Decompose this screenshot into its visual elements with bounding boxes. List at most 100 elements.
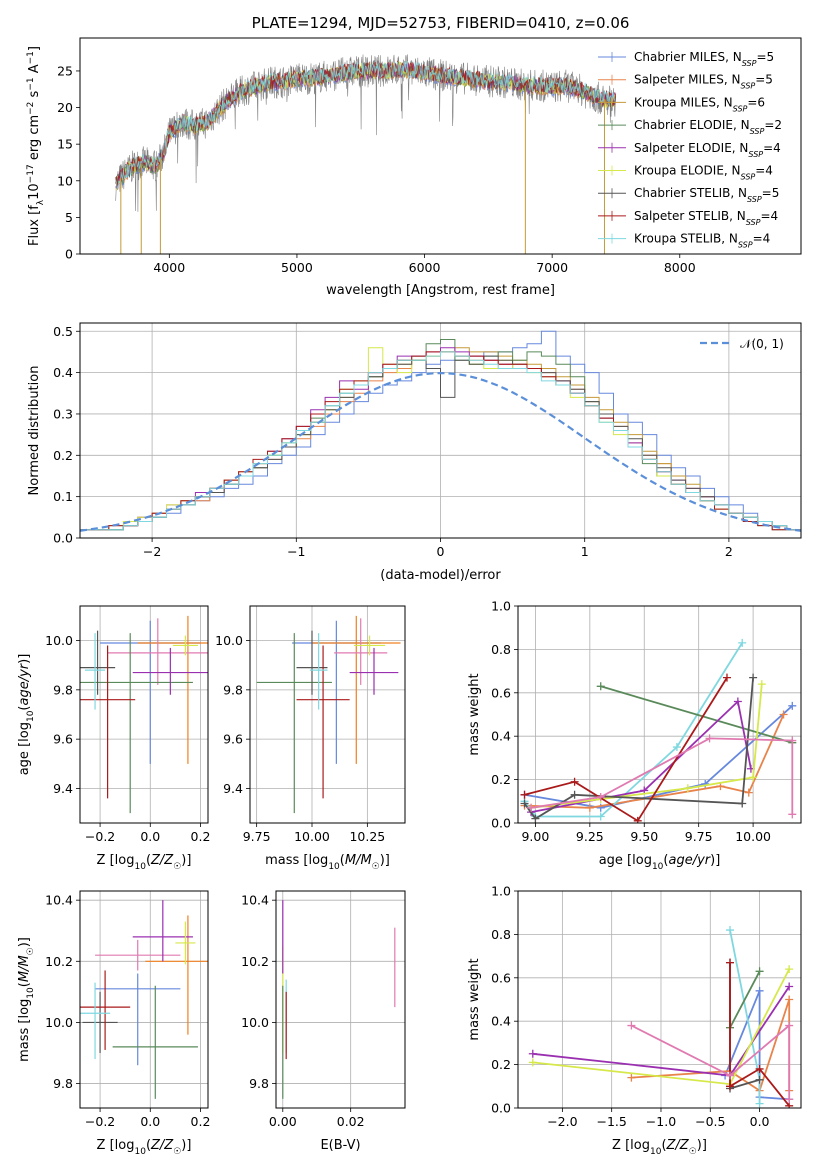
y-tick-label: 1.0 [491, 599, 511, 614]
x-tick-label: 0.0 [140, 829, 160, 844]
plot-frame [517, 605, 802, 824]
plus-marker [528, 1049, 537, 1058]
plus-marker [726, 926, 735, 935]
y-tick-label: 0.2 [491, 772, 511, 787]
y-tick-label: 20 [57, 100, 73, 115]
x-tick-label: 10.00 [294, 829, 330, 844]
x-tick-label: 9.50 [630, 829, 658, 844]
legend-label: Kroupa MILES, NSSP=6 [634, 95, 765, 113]
plus-marker [633, 816, 642, 823]
y-tick-label: 15 [57, 137, 73, 152]
x-tick-label: −1.0 [646, 1114, 676, 1129]
plus-marker [785, 1021, 794, 1030]
weight-line [523, 677, 754, 820]
x-tick-label: −0.5 [695, 1114, 725, 1129]
plus-marker [738, 799, 747, 808]
legend-label: Kroupa ELODIE, NSSP=4 [634, 164, 773, 182]
y-axis-label: mass weight [467, 958, 482, 1040]
x-tick-label: −0.2 [85, 1114, 115, 1129]
legend-label: Chabrier STELIB, NSSP=5 [634, 186, 779, 204]
plus-marker [755, 1064, 764, 1073]
model-line-kroupa_elodie [115, 61, 617, 191]
x-tick-label: 1 [581, 544, 589, 559]
y-tick-label: 10.0 [45, 633, 73, 648]
y-tick-label: 0.0 [53, 531, 73, 546]
weight-line [600, 685, 793, 744]
plus-marker [596, 812, 605, 821]
y-axis-label: Flux [fλ10−17 erg cm−2 s−1 A−1] [26, 46, 46, 246]
y-tick-label: 9.4 [53, 781, 73, 796]
weight-lines [520, 638, 797, 823]
plus-marker [788, 736, 797, 745]
plus-marker [785, 995, 794, 1004]
y-tick-label: 0.0 [491, 816, 511, 831]
y-tick-label: 0 [65, 247, 73, 262]
error-bars [80, 615, 208, 814]
plus-marker [755, 986, 764, 995]
plus-marker [627, 1073, 636, 1082]
y-tick-label: 9.8 [53, 682, 73, 697]
weight_vs_z-panel: −2.0 −1.5 −1.0 −0.5 0.0 0.0 0.2 0.4 0.6 0.8 1.0 Z [… [467, 884, 802, 1157]
weight-line [630, 1023, 791, 1100]
weight-lines [528, 926, 794, 1108]
x-tick-label: 4000 [153, 260, 185, 275]
plus-marker [788, 701, 797, 710]
plus-marker [520, 799, 529, 808]
legend-label: Salpeter STELIB, NSSP=4 [634, 209, 778, 227]
plus-marker [722, 673, 731, 682]
x-tick-label: −1.5 [596, 1114, 626, 1129]
y-tick-label: 1.0 [491, 884, 511, 899]
y-tick-label: 10.4 [241, 893, 269, 908]
x-tick-label: 0.2 [191, 829, 211, 844]
x-tick-label: 2 [725, 544, 733, 559]
y-tick-label: 10.4 [45, 893, 73, 908]
plus-marker [596, 792, 605, 801]
mass_vs_ebv-panel: 0.00 0.02 9.8 10.0 10.2 10.4 E(B-V) [241, 890, 406, 1153]
y-tick-label: 0.2 [53, 448, 73, 463]
y-tick-label: 0.0 [491, 1101, 511, 1116]
plus-marker [755, 1075, 764, 1084]
x-tick-label: 9.25 [576, 829, 604, 844]
y-tick-label: 0.1 [53, 489, 73, 504]
x-axis-label: E(B-V) [320, 1138, 360, 1153]
weight_vs_age-panel: 9.00 9.25 9.50 9.75 10.00 0.0 0.2 0.4 0.6 0.8 1.0 a… [467, 599, 802, 872]
plot-frame [517, 890, 802, 1109]
age_vs_z-panel: −0.2 0.0 0.2 9.4 9.6 9.8 10.0 Z [log10(Z/Z☉)] ag… [17, 605, 211, 872]
plus-marker [527, 803, 536, 812]
plus-marker [749, 673, 758, 682]
x-axis-label: Z [log10(Z/Z☉)] [97, 1138, 192, 1157]
histogram-step [80, 351, 801, 538]
legend-label: Kroupa STELIB, NSSP=4 [634, 232, 770, 250]
x-tick-label: 10.00 [735, 829, 771, 844]
y-tick-label: 0.2 [491, 1057, 511, 1072]
error-bars [282, 900, 396, 1099]
y-tick-label: 0.8 [491, 642, 511, 657]
x-tick-label: 5000 [281, 260, 313, 275]
plus-marker [749, 773, 758, 782]
x-tick-label: −2.0 [547, 1114, 577, 1129]
plus-marker [520, 790, 529, 799]
plus-marker [785, 1095, 794, 1104]
x-tick-label: 9.75 [685, 829, 713, 844]
x-tick-label: 0 [437, 544, 445, 559]
y-tick-label: 10.0 [45, 1015, 73, 1030]
y-tick-label: 0.5 [53, 324, 73, 339]
y-tick-label: 0.3 [53, 406, 73, 421]
x-axis-label: Z [log10(Z/Z☉)] [97, 853, 192, 872]
plus-marker [788, 810, 797, 819]
y-axis-label: mass weight [467, 673, 482, 755]
plus-marker [755, 1099, 764, 1108]
legend-label: Salpeter ELODIE, NSSP=4 [634, 141, 781, 159]
plus-marker [726, 958, 735, 967]
x-axis-label: (data-model)/error [380, 568, 501, 583]
legend-label: 𝒩(0, 1) [740, 337, 784, 351]
plus-marker [570, 777, 579, 786]
y-tick-label: 9.8 [223, 682, 243, 697]
x-axis-label: wavelength [Angstrom, rest frame] [326, 283, 555, 298]
weight-line [530, 699, 752, 813]
legend-label: Chabrier MILES, NSSP=5 [634, 50, 774, 68]
y-tick-label: 9.6 [223, 732, 243, 747]
plus-marker [570, 790, 579, 799]
error-bars [256, 615, 401, 814]
